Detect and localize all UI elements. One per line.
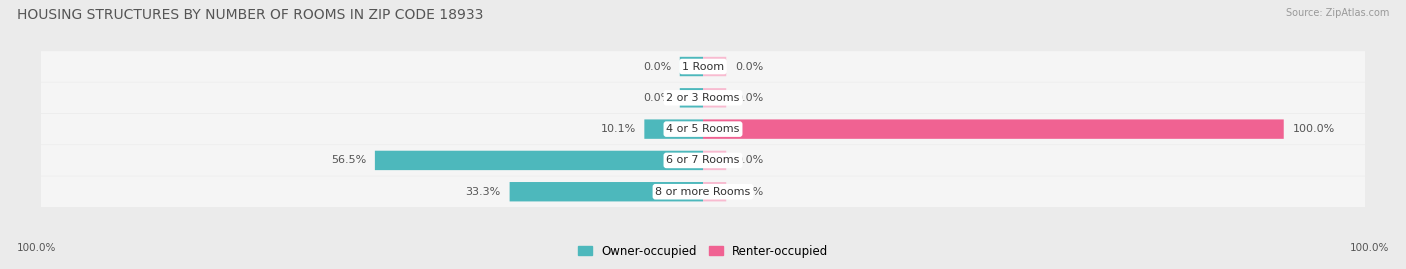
FancyBboxPatch shape <box>41 145 1365 176</box>
FancyBboxPatch shape <box>703 119 1284 139</box>
Text: 0.0%: 0.0% <box>735 93 763 103</box>
Text: 0.0%: 0.0% <box>643 62 671 72</box>
FancyBboxPatch shape <box>41 83 1365 113</box>
FancyBboxPatch shape <box>375 151 703 170</box>
Text: 1 Room: 1 Room <box>682 62 724 72</box>
Legend: Owner-occupied, Renter-occupied: Owner-occupied, Renter-occupied <box>578 245 828 257</box>
Text: HOUSING STRUCTURES BY NUMBER OF ROOMS IN ZIP CODE 18933: HOUSING STRUCTURES BY NUMBER OF ROOMS IN… <box>17 8 484 22</box>
Text: 10.1%: 10.1% <box>600 124 636 134</box>
Text: 0.0%: 0.0% <box>735 187 763 197</box>
Text: 4 or 5 Rooms: 4 or 5 Rooms <box>666 124 740 134</box>
FancyBboxPatch shape <box>679 88 703 108</box>
Text: 100.0%: 100.0% <box>1350 243 1389 253</box>
Text: 2 or 3 Rooms: 2 or 3 Rooms <box>666 93 740 103</box>
Text: 0.0%: 0.0% <box>735 62 763 72</box>
Text: 0.0%: 0.0% <box>735 155 763 165</box>
Text: Source: ZipAtlas.com: Source: ZipAtlas.com <box>1285 8 1389 18</box>
Text: 33.3%: 33.3% <box>465 187 501 197</box>
Text: 8 or more Rooms: 8 or more Rooms <box>655 187 751 197</box>
FancyBboxPatch shape <box>41 114 1365 144</box>
FancyBboxPatch shape <box>703 151 727 170</box>
FancyBboxPatch shape <box>509 182 703 201</box>
FancyBboxPatch shape <box>703 57 727 76</box>
FancyBboxPatch shape <box>41 176 1365 207</box>
FancyBboxPatch shape <box>679 57 703 76</box>
Text: 100.0%: 100.0% <box>17 243 56 253</box>
Text: 100.0%: 100.0% <box>1292 124 1334 134</box>
FancyBboxPatch shape <box>644 119 703 139</box>
FancyBboxPatch shape <box>703 182 727 201</box>
Text: 56.5%: 56.5% <box>330 155 366 165</box>
FancyBboxPatch shape <box>41 51 1365 82</box>
Text: 0.0%: 0.0% <box>643 93 671 103</box>
FancyBboxPatch shape <box>703 88 727 108</box>
Text: 6 or 7 Rooms: 6 or 7 Rooms <box>666 155 740 165</box>
